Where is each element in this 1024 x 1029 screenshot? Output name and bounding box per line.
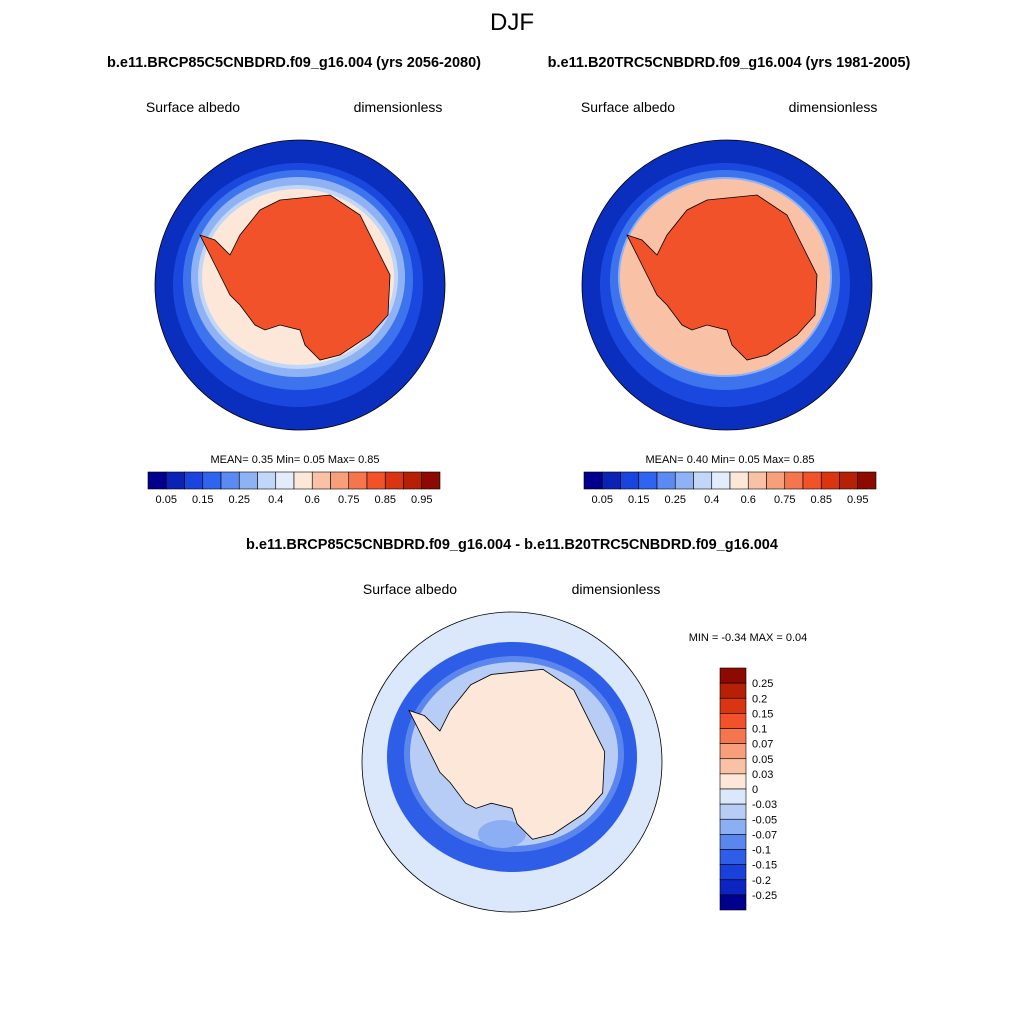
colorbar-label: -0.07 <box>752 829 777 841</box>
colorbar-box <box>719 818 747 835</box>
colorbar-label: 0.25 <box>752 678 773 690</box>
colorbar-box <box>293 471 313 490</box>
colorbar-box <box>656 471 676 490</box>
colorbar-label: 0.95 <box>411 494 432 506</box>
colorbar-box <box>839 471 859 490</box>
panel-title: b.e11.BRCP85C5CNBDRD.f09_g16.004 (yrs 20… <box>107 55 481 71</box>
colorbar-label: 0.75 <box>338 494 359 506</box>
colorbar-box <box>719 682 747 699</box>
colorbar-box <box>719 697 747 714</box>
colorbar-box <box>421 471 441 490</box>
colorbar-box <box>275 471 295 490</box>
colorbar-label: 0.05 <box>156 494 177 506</box>
right-label: dimensionless <box>572 581 661 597</box>
colorbar-label: 0.15 <box>628 494 649 506</box>
colorbar-box <box>729 471 749 490</box>
map <box>361 611 663 913</box>
map <box>581 139 873 431</box>
colorbar-label: 0.2 <box>752 693 767 705</box>
panel-title: b.e11.B20TRC5CNBDRD.f09_g16.004 (yrs 198… <box>548 55 911 71</box>
colorbar-box <box>719 788 747 805</box>
colorbar-box <box>719 713 747 729</box>
colorbar-label: 0.25 <box>665 494 686 506</box>
colorbar-box <box>348 471 368 490</box>
colorbar-box <box>583 471 603 490</box>
left-label: Surface albedo <box>363 581 457 597</box>
colorbar-box <box>719 864 747 881</box>
colorbar-box <box>384 471 404 490</box>
colorbar-box <box>674 471 694 490</box>
colorbar-label: 0.95 <box>847 494 868 506</box>
colorbar-box <box>719 773 747 790</box>
colorbar-box <box>784 471 804 490</box>
colorbar-box <box>620 471 640 490</box>
colorbar-box <box>238 471 258 490</box>
colorbar-label: -0.1 <box>752 845 771 857</box>
stats: MIN = -0.34 MAX = 0.04 <box>689 632 808 644</box>
panel-title: b.e11.BRCP85C5CNBDRD.f09_g16.004 - b.e11… <box>246 537 778 553</box>
colorbar-label: 0.15 <box>752 708 773 720</box>
colorbar-box <box>719 803 747 820</box>
left-label: Surface albedo <box>146 99 240 115</box>
colorbar-box <box>766 471 786 490</box>
colorbar-box <box>147 471 167 490</box>
stats: MEAN= 0.40 Min= 0.05 Max= 0.85 <box>645 454 814 466</box>
colorbar-label: 0.6 <box>741 494 756 506</box>
colorbar-label: -0.03 <box>752 799 777 811</box>
colorbar-label: 0.07 <box>752 739 773 751</box>
colorbar-box <box>330 471 350 490</box>
map <box>154 139 446 431</box>
colorbar-label: -0.2 <box>752 875 771 887</box>
colorbar-label: -0.05 <box>752 814 777 826</box>
colorbar: 0.05 0.15 0.25 0.4 0.6 0.75 0.85 0.95 <box>147 471 441 506</box>
colorbar-box <box>693 471 713 490</box>
colorbar-box <box>403 471 423 490</box>
colorbar-label: 0.15 <box>192 494 213 506</box>
colorbar-box <box>719 728 747 744</box>
right-label: dimensionless <box>354 99 443 115</box>
colorbar-box <box>257 471 277 490</box>
stats: MEAN= 0.35 Min= 0.05 Max= 0.85 <box>210 454 379 466</box>
colorbar-box <box>820 471 840 490</box>
colorbar-box <box>184 471 204 490</box>
colorbar-label: 0.75 <box>774 494 795 506</box>
colorbar-box <box>719 879 747 896</box>
colorbar-label: 0.05 <box>592 494 613 506</box>
colorbar-box <box>311 471 331 490</box>
colorbar-label: 0.4 <box>704 494 719 506</box>
colorbar-label: 0.4 <box>268 494 283 506</box>
colorbar-label: 0.03 <box>752 769 773 781</box>
right-label: dimensionless <box>789 99 878 115</box>
colorbar-box <box>711 471 731 490</box>
colorbar-box <box>202 471 222 490</box>
colorbar-label: 0 <box>752 784 758 796</box>
colorbar-box <box>719 667 747 684</box>
colorbar-box <box>719 834 747 850</box>
colorbar-label: 0.05 <box>752 754 773 766</box>
colorbar-label: 0.85 <box>811 494 832 506</box>
colorbar-label: 0.25 <box>229 494 250 506</box>
colorbar-box <box>165 471 185 490</box>
colorbar-label: 0.85 <box>375 494 396 506</box>
colorbar-label: -0.25 <box>752 890 777 902</box>
colorbar-label: -0.15 <box>752 860 777 872</box>
colorbar-label: 0.1 <box>752 724 767 736</box>
figure-title: DJF <box>490 9 534 36</box>
left-label: Surface albedo <box>581 99 675 115</box>
colorbar-box <box>638 471 658 490</box>
colorbar-box <box>719 849 747 865</box>
colorbar-box <box>747 471 767 490</box>
colorbar-box <box>366 471 386 490</box>
colorbar-box <box>802 471 822 490</box>
colorbar-box <box>719 894 747 911</box>
colorbar-label: 0.6 <box>305 494 320 506</box>
colorbar-box <box>220 471 240 490</box>
colorbar-box <box>857 471 877 490</box>
colorbar-box <box>719 743 747 760</box>
colorbar-box <box>719 758 747 775</box>
colorbar-box <box>601 471 621 490</box>
colorbar: 0.25 0.2 0.15 0.1 0.07 0.05 0.03 0 -0.03 -0.05 -0.… <box>719 667 777 911</box>
colorbar: 0.05 0.15 0.25 0.4 0.6 0.75 0.85 0.95 <box>583 471 877 506</box>
